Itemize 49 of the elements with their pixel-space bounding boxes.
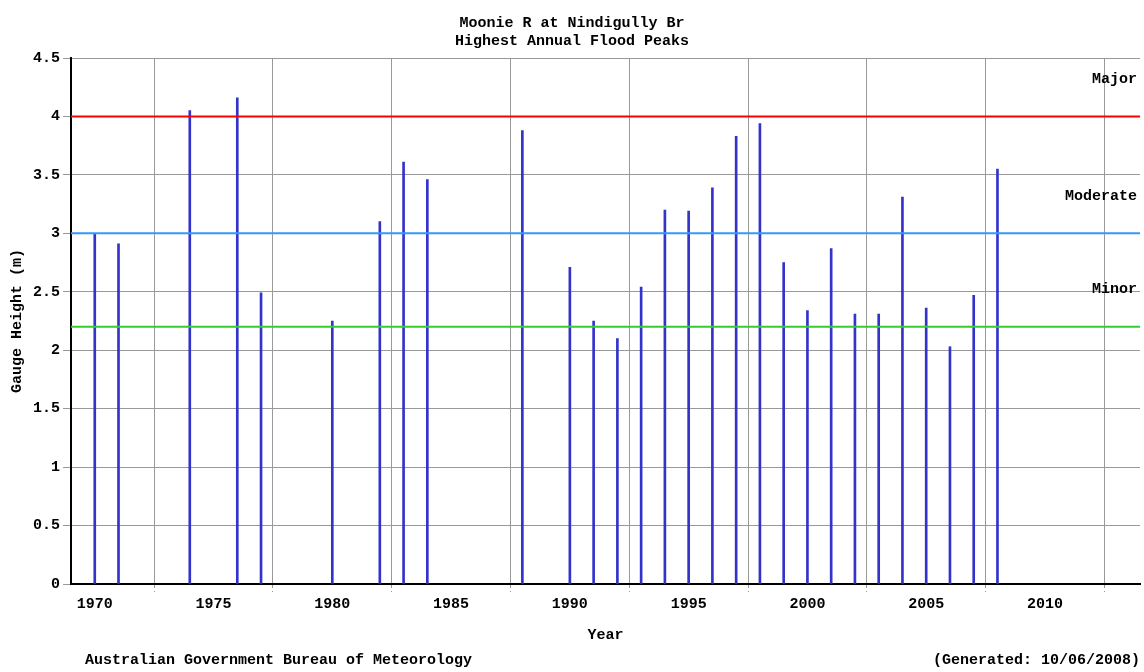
x-tick-label: 2005 [908,595,945,613]
x-tick-label: 1990 [551,595,588,613]
bar [877,313,881,584]
y-axis-title: Gauge Height (m) [8,248,26,394]
bar [93,233,97,584]
chart-title: Moonie R at Nindigully Br [459,14,685,32]
x-tick-label: 2010 [1026,595,1063,613]
x-tick-label: 1980 [314,595,351,613]
bar [829,248,833,584]
bar [806,310,809,584]
bar [117,243,120,584]
y-tick-label: 0.5 [32,517,60,535]
bar [711,187,714,584]
bar [901,196,904,584]
x-tick-label: 1975 [195,595,232,613]
y-tick-label: 3 [50,225,60,243]
bar [521,130,524,584]
bar [616,338,619,584]
bar [235,97,239,584]
bar [426,179,429,584]
bar [924,307,928,584]
x-tick-label: 1995 [670,595,707,613]
bar [782,262,785,584]
y-tick-label: 4 [50,108,60,126]
bar [378,221,382,584]
bar [330,320,334,584]
x-tick-label: 1985 [433,595,470,613]
bar [592,320,595,584]
ref-line-label: Moderate [1064,187,1137,205]
bar [972,294,976,584]
y-tick-label: 0 [50,575,60,593]
x-tick-label: 2000 [789,595,826,613]
y-tick-label: 1.5 [32,400,60,418]
ref-line-label: Minor [1091,281,1137,299]
y-tick-label: 1 [50,458,60,476]
text: (Generated: 10/06/2008) [932,652,1140,670]
bar [687,210,690,584]
bar [188,110,192,584]
text: Australian Government Bureau of Meteorology [85,652,473,670]
x-axis-title: Year [587,626,624,644]
x-tick-label: 1970 [76,595,113,613]
chart-subtitle: Highest Annual Flood Peaks [454,32,690,50]
bar [402,161,405,584]
bar [996,168,999,584]
y-tick-label: 2.5 [32,283,60,301]
ref-line-label: Major [1091,70,1137,88]
y-tick-label: 3.5 [32,166,60,184]
y-tick-label: 2 [50,342,60,359]
y-tick-label: 4.5 [32,49,60,67]
